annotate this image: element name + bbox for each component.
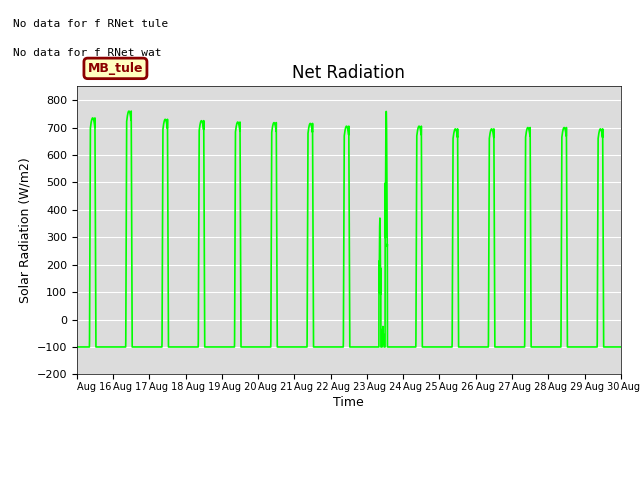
- Title: Net Radiation: Net Radiation: [292, 64, 405, 82]
- Text: MB_tule: MB_tule: [88, 62, 143, 75]
- Text: No data for f RNet tule: No data for f RNet tule: [13, 19, 168, 29]
- X-axis label: Time: Time: [333, 396, 364, 409]
- Y-axis label: Solar Radiation (W/m2): Solar Radiation (W/m2): [18, 157, 31, 303]
- Text: No data for f RNet wat: No data for f RNet wat: [13, 48, 161, 58]
